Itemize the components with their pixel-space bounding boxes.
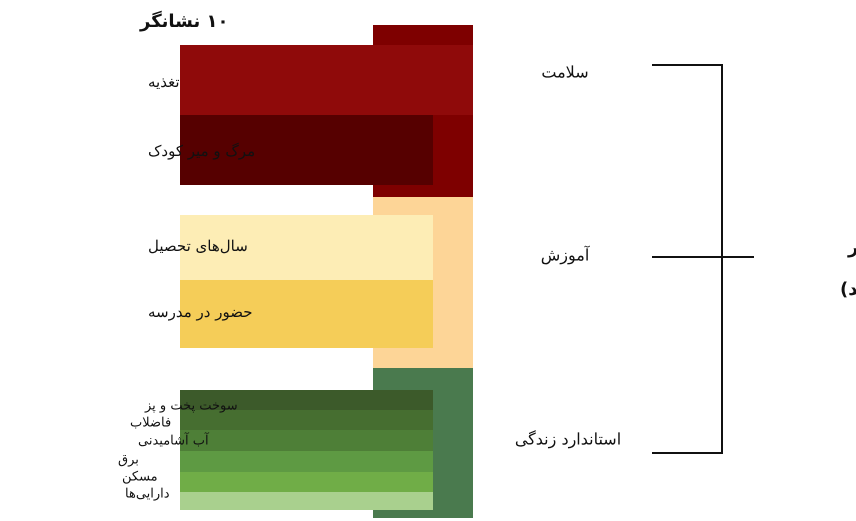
dimension-label: سلامت — [541, 63, 588, 82]
indicator-label: سوخت پخت و پز — [144, 399, 238, 414]
indicator-label: دارایی‌ها — [125, 487, 170, 502]
indicator-label: مرگ و میر کودک — [148, 142, 255, 160]
indicator-label: حضور در مدرسه — [148, 303, 253, 321]
indicator-label: تغذیه — [148, 73, 180, 91]
dimension-label: استاندارد زندگی — [515, 430, 621, 449]
bar — [180, 45, 473, 115]
indicator-label: برق — [118, 453, 139, 468]
bar — [180, 280, 433, 348]
bar — [180, 215, 433, 280]
bar — [180, 115, 433, 185]
summary-count: ( ۳ بعد) — [840, 279, 856, 300]
indicator-label: سال‌های تحصیل — [148, 237, 248, 255]
bar — [180, 492, 433, 510]
bracket — [652, 64, 754, 454]
bar — [180, 390, 433, 410]
indicator-label: فاضلاب — [130, 416, 171, 431]
summary-label: ابعاد فقر — [847, 237, 856, 258]
bar — [180, 430, 433, 451]
indicator-label: مسکن — [122, 470, 158, 485]
indicator-label: آب آشامیدنی — [138, 432, 210, 449]
bar — [180, 451, 433, 472]
dimension-label: آموزش — [541, 245, 591, 265]
bar — [180, 410, 433, 430]
title: ۱۰ نشانگر — [139, 10, 229, 32]
bar — [180, 472, 433, 492]
